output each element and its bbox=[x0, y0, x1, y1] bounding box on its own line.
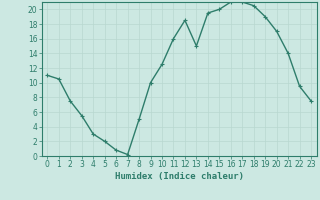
X-axis label: Humidex (Indice chaleur): Humidex (Indice chaleur) bbox=[115, 172, 244, 181]
